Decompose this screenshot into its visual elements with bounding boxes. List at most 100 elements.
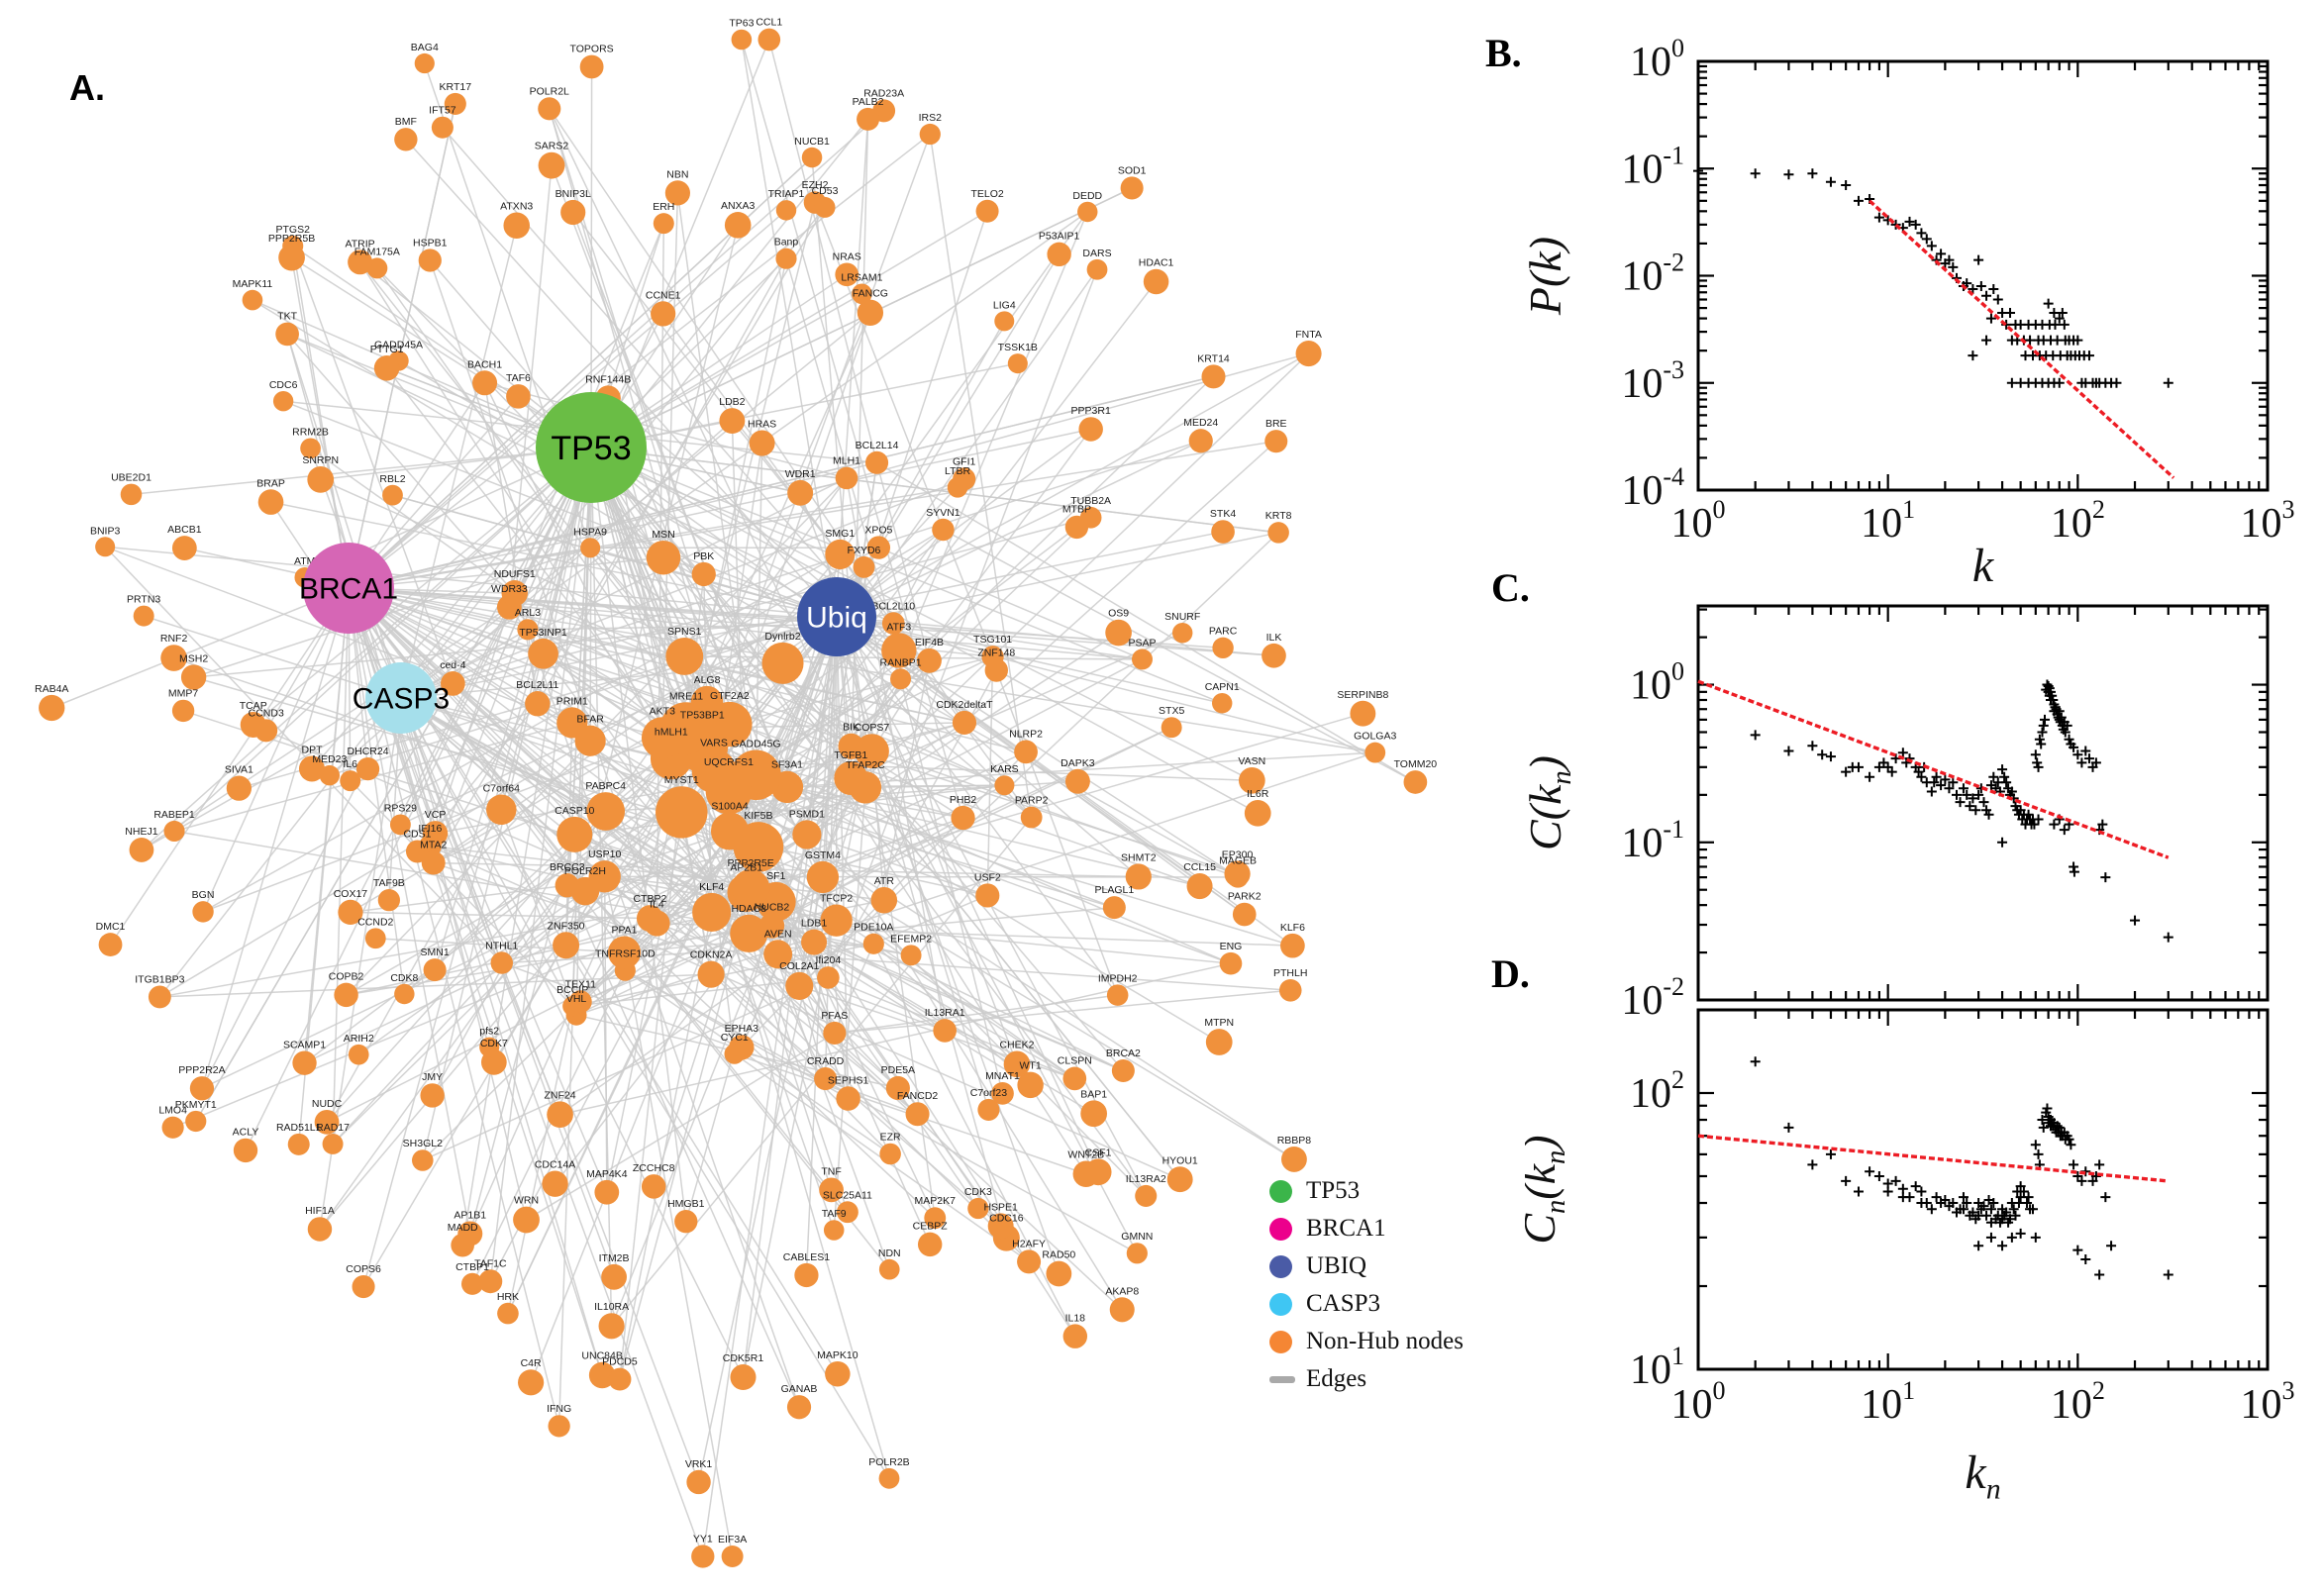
- network-node-label: PABPC4: [585, 780, 626, 792]
- network-node-label: CCNE1: [646, 289, 681, 301]
- network-node-label: WNT2B: [1067, 1149, 1104, 1161]
- network-node-label: PPP2R5E: [727, 857, 773, 869]
- network-node-label: VRK1: [685, 1458, 713, 1470]
- network-node: [885, 1075, 910, 1101]
- data-point: [1853, 1186, 1864, 1197]
- network-node: [857, 107, 880, 131]
- network-node-label: NUDC: [312, 1098, 343, 1110]
- data-point: [1948, 777, 1959, 788]
- network-node-label: BRAP: [256, 477, 285, 489]
- network-node-label: IL6: [343, 758, 357, 770]
- data-point: [1841, 1175, 1852, 1186]
- data-point: [2006, 377, 2017, 388]
- data-point: [2038, 1122, 2049, 1133]
- network-node: [300, 438, 321, 459]
- data-point: [2080, 1253, 2091, 1264]
- network-node: [553, 932, 580, 959]
- network-node-label: CCL1: [756, 17, 782, 29]
- network-node-label: DMC1: [96, 921, 126, 933]
- data-point: [2076, 1175, 2087, 1186]
- network-node: [278, 244, 305, 271]
- data-points: [1750, 1056, 2173, 1280]
- data-point: [2054, 1122, 2065, 1133]
- data-point: [1973, 254, 1984, 265]
- network-node-label: SEPHS1: [828, 1074, 869, 1086]
- network-node: [641, 717, 683, 759]
- network-node: [731, 29, 753, 50]
- data-point: [2015, 1181, 2026, 1192]
- network-node: [1201, 364, 1226, 389]
- network-node-label: NTHL1: [485, 940, 518, 951]
- network-node: [160, 645, 187, 671]
- network-node-label: GANAB: [781, 1383, 818, 1395]
- network-node: [691, 561, 716, 587]
- chart-ticks: [1696, 606, 2270, 1002]
- data-point: [1985, 313, 1996, 324]
- data-point: [1968, 793, 1978, 804]
- network-node: [513, 1206, 540, 1234]
- data-point: [2072, 749, 2083, 760]
- fit-line: [1697, 1134, 2169, 1183]
- network-node: [423, 958, 447, 982]
- network-node: [801, 147, 823, 168]
- network-node: [721, 1546, 744, 1567]
- data-point: [2052, 1121, 2063, 1132]
- data-point: [1916, 228, 1927, 239]
- network-node-label: ITM2B: [599, 1252, 630, 1264]
- network-node: [792, 820, 822, 849]
- network-node-label: RAD51L1: [276, 1122, 322, 1134]
- network-node-label: CDKN2A: [690, 949, 733, 961]
- network-node-label: MLH1: [833, 455, 860, 467]
- legend-item-nonhub: Non-Hub nodes: [1269, 1323, 1464, 1360]
- network-node-label: PSAP: [1128, 637, 1156, 648]
- network-node-label: FANCD2: [897, 1090, 939, 1102]
- data-point: [1936, 249, 1947, 259]
- network-node: [866, 536, 891, 559]
- data-point: [1975, 280, 1986, 291]
- network-node-label: GTF2A2: [710, 690, 750, 702]
- network-node-label: ALG8: [694, 674, 721, 686]
- network-node-label: IFNG: [547, 1403, 571, 1415]
- network-node: [307, 1217, 333, 1242]
- network-node: [879, 1143, 901, 1165]
- network-node: [528, 638, 558, 669]
- data-point: [2030, 1140, 2041, 1150]
- network-node: [991, 1081, 1014, 1105]
- data-point: [1904, 216, 1915, 227]
- network-node: [1105, 619, 1132, 647]
- network-node-label: ATR: [874, 875, 895, 887]
- tick-label: 102: [2051, 495, 2105, 547]
- data-point: [1944, 783, 1955, 794]
- network-node: [1188, 429, 1213, 453]
- network-node: [422, 821, 449, 847]
- network-node: [835, 262, 859, 287]
- network-node: [919, 123, 941, 146]
- network-node-label: GFI1: [953, 455, 975, 467]
- network-node: [275, 322, 299, 347]
- network-node: [418, 249, 442, 272]
- data-point: [1916, 1186, 1927, 1197]
- data-point: [1962, 789, 1972, 800]
- tick-label: 100: [1630, 657, 1684, 709]
- network-node-label: ced-4: [440, 659, 465, 671]
- data-point: [2064, 1134, 2074, 1145]
- network-node-label: VHL: [566, 993, 587, 1005]
- network-node-label: ARL3: [515, 607, 541, 619]
- data-point: [2163, 932, 2173, 943]
- data-point: [2049, 308, 2060, 319]
- network-node-label: TSG101: [973, 634, 1012, 646]
- network-node-label: TP53INP1: [519, 627, 567, 639]
- data-point: [2033, 761, 2044, 772]
- data-point: [1931, 771, 1942, 782]
- data-point: [1825, 751, 1836, 762]
- network-node: [1280, 933, 1305, 958]
- network-node-label: CLSPN: [1058, 1055, 1092, 1067]
- network-node-label: NDUFS1: [494, 568, 536, 580]
- network-node: [975, 883, 1000, 908]
- network-node: [761, 642, 804, 684]
- network-node-label: UBE2D1: [111, 472, 152, 484]
- network-node-label: CTBP2: [634, 893, 667, 905]
- network-node-label: RNF2: [160, 633, 188, 645]
- data-point: [2004, 308, 2015, 319]
- tick-label: 103: [2240, 1376, 2294, 1428]
